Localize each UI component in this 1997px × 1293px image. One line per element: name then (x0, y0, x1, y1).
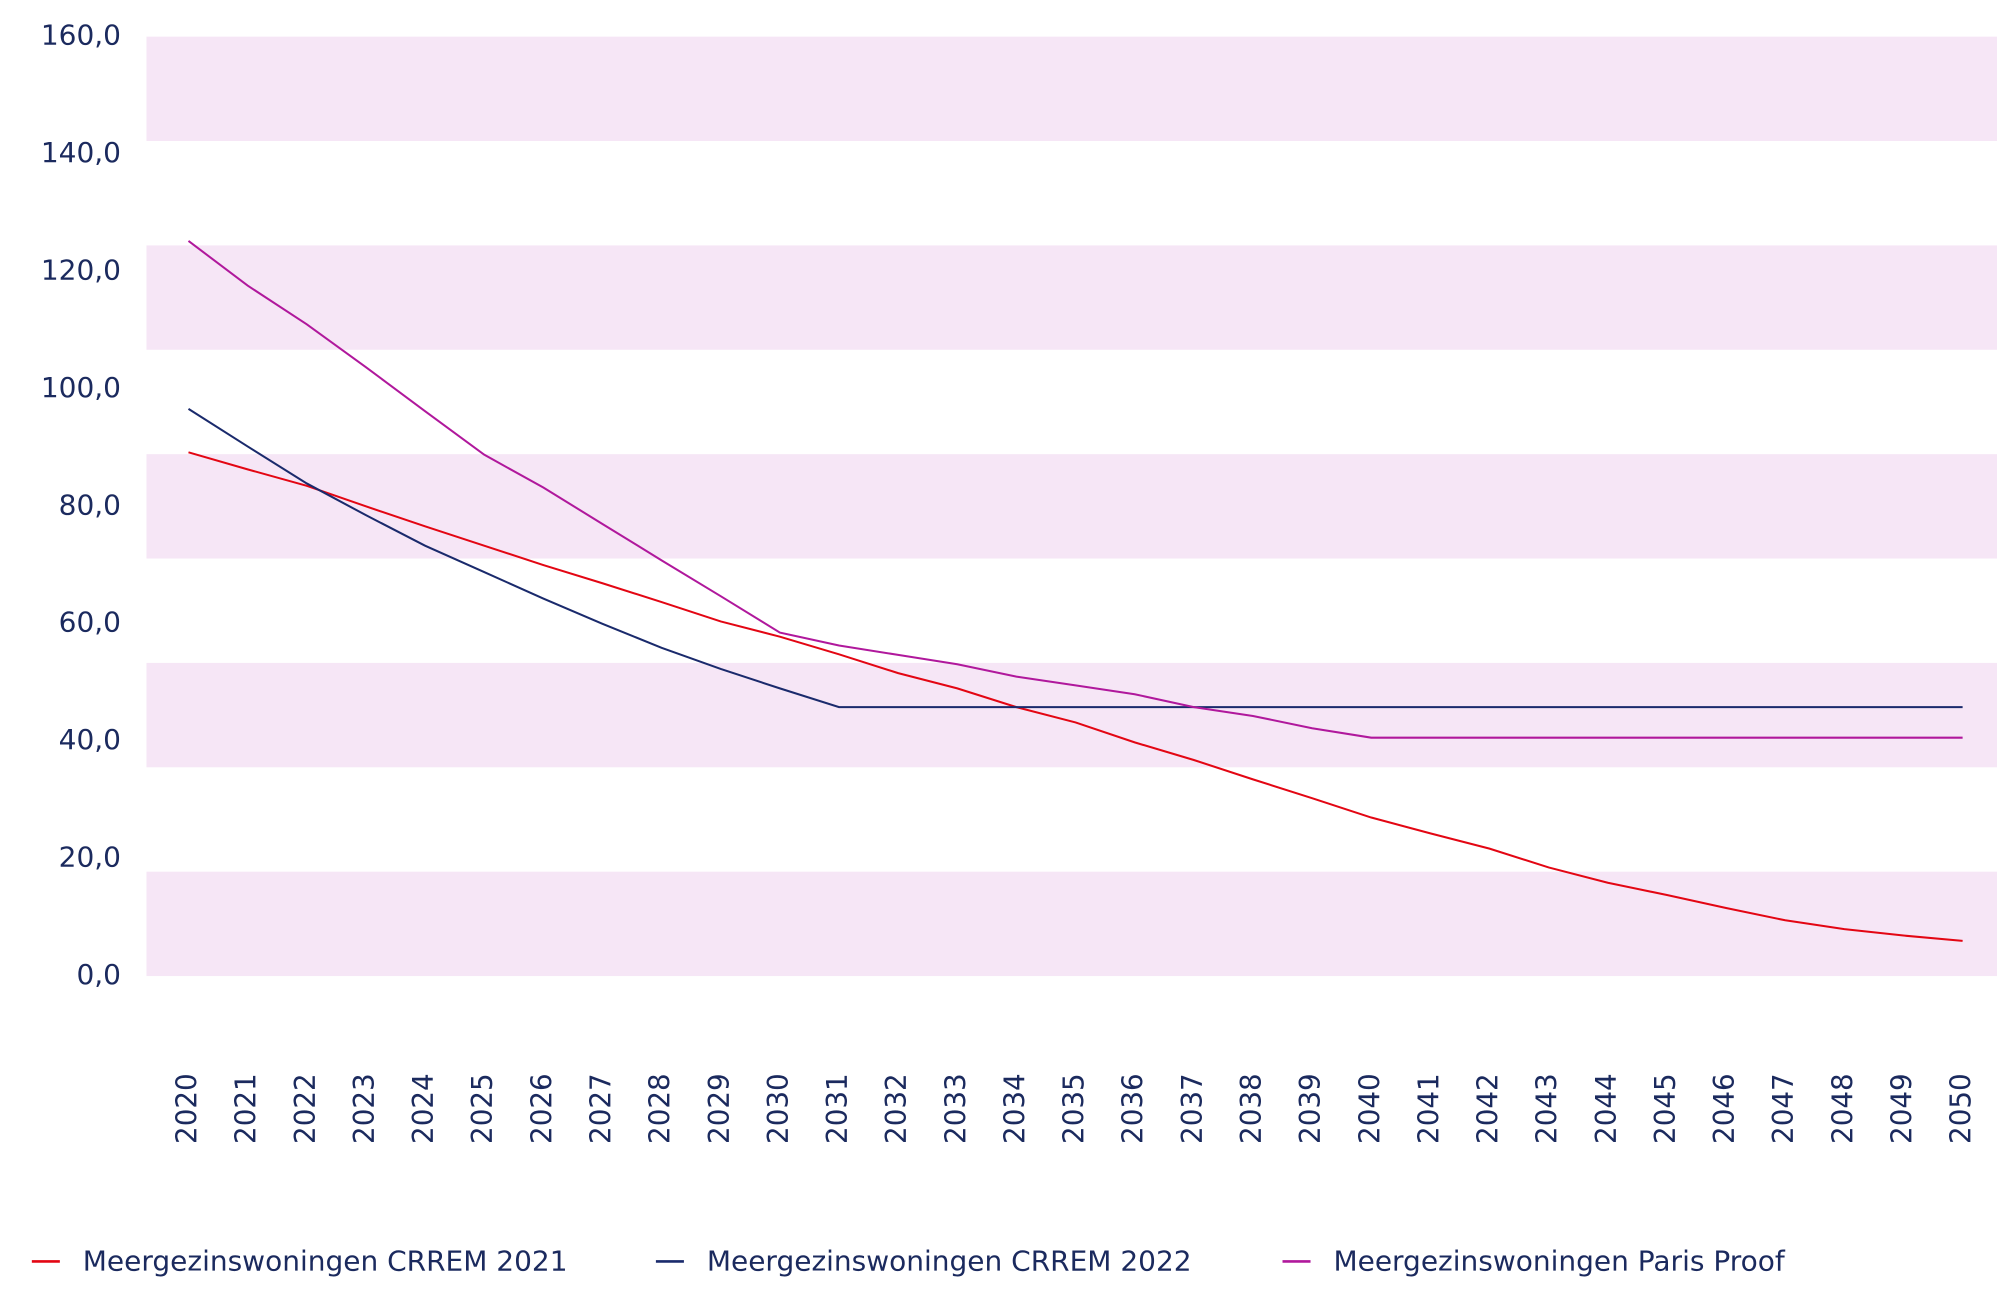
y-tick-label: 60,0 (59, 606, 121, 639)
y-tick-label: 140,0 (41, 136, 121, 169)
series-line (188, 451, 1963, 942)
y-tick-label: 100,0 (41, 371, 121, 404)
x-tick-label: 2047 (1767, 1073, 1800, 1144)
y-tick-label: 0,0 (76, 958, 121, 991)
series-line (187, 240, 1963, 739)
x-tick-label: 2020 (170, 1073, 203, 1144)
x-tick-label: 2050 (1945, 1073, 1978, 1144)
y-tick-label: 160,0 (41, 19, 121, 52)
x-tick-label: 2031 (821, 1073, 854, 1144)
x-tick-label: 2036 (1117, 1073, 1150, 1144)
y-tick-label: 80,0 (59, 488, 121, 521)
legend-label: Meergezinswoningen CRREM 2022 (707, 1245, 1192, 1278)
x-tick-label: 2043 (1531, 1073, 1564, 1144)
x-tick-label: 2032 (880, 1073, 913, 1144)
x-tick-label: 2039 (1294, 1073, 1327, 1144)
x-tick-label: 2034 (998, 1073, 1031, 1144)
x-tick-label: 2037 (1176, 1073, 1209, 1144)
x-tick-label: 2038 (1235, 1073, 1268, 1144)
band (146, 36, 1997, 142)
y-tick-label: 40,0 (59, 723, 121, 756)
x-tick-label: 2041 (1412, 1073, 1445, 1144)
x-tick-label: 2030 (762, 1073, 795, 1144)
x-tick-label: 2029 (703, 1073, 736, 1144)
band (146, 245, 1997, 350)
x-tick-label: 2040 (1353, 1073, 1386, 1144)
band (146, 662, 1997, 768)
x-tick-label: 2028 (644, 1073, 677, 1144)
y-tick-label: 120,0 (41, 254, 121, 287)
x-tick-label: 2024 (407, 1073, 440, 1144)
legend-label: Meergezinswoningen Paris Proof (1333, 1245, 1785, 1278)
x-tick-label: 2045 (1649, 1073, 1682, 1144)
x-tick-label: 2049 (1885, 1073, 1918, 1144)
x-tick-label: 2022 (289, 1073, 322, 1144)
band (146, 454, 1997, 559)
x-tick-label: 2025 (466, 1073, 499, 1144)
x-tick-label: 2023 (348, 1073, 381, 1144)
x-tick-label: 2044 (1590, 1073, 1623, 1144)
background-bands (146, 36, 1997, 977)
band (146, 871, 1997, 977)
series-line (187, 408, 1963, 709)
x-tick-label: 2033 (939, 1073, 972, 1144)
x-tick-label: 2026 (525, 1073, 558, 1144)
y-tick-label: 20,0 (59, 841, 121, 874)
x-tick-label: 2048 (1826, 1073, 1859, 1144)
legend-label: Meergezinswoningen CRREM 2021 (83, 1245, 568, 1278)
x-tick-label: 2021 (230, 1073, 263, 1144)
x-tick-label: 2027 (584, 1073, 617, 1144)
x-tick-label: 2042 (1471, 1073, 1504, 1144)
x-tick-label: 2035 (1057, 1073, 1090, 1144)
x-tick-label: 2046 (1708, 1073, 1741, 1144)
